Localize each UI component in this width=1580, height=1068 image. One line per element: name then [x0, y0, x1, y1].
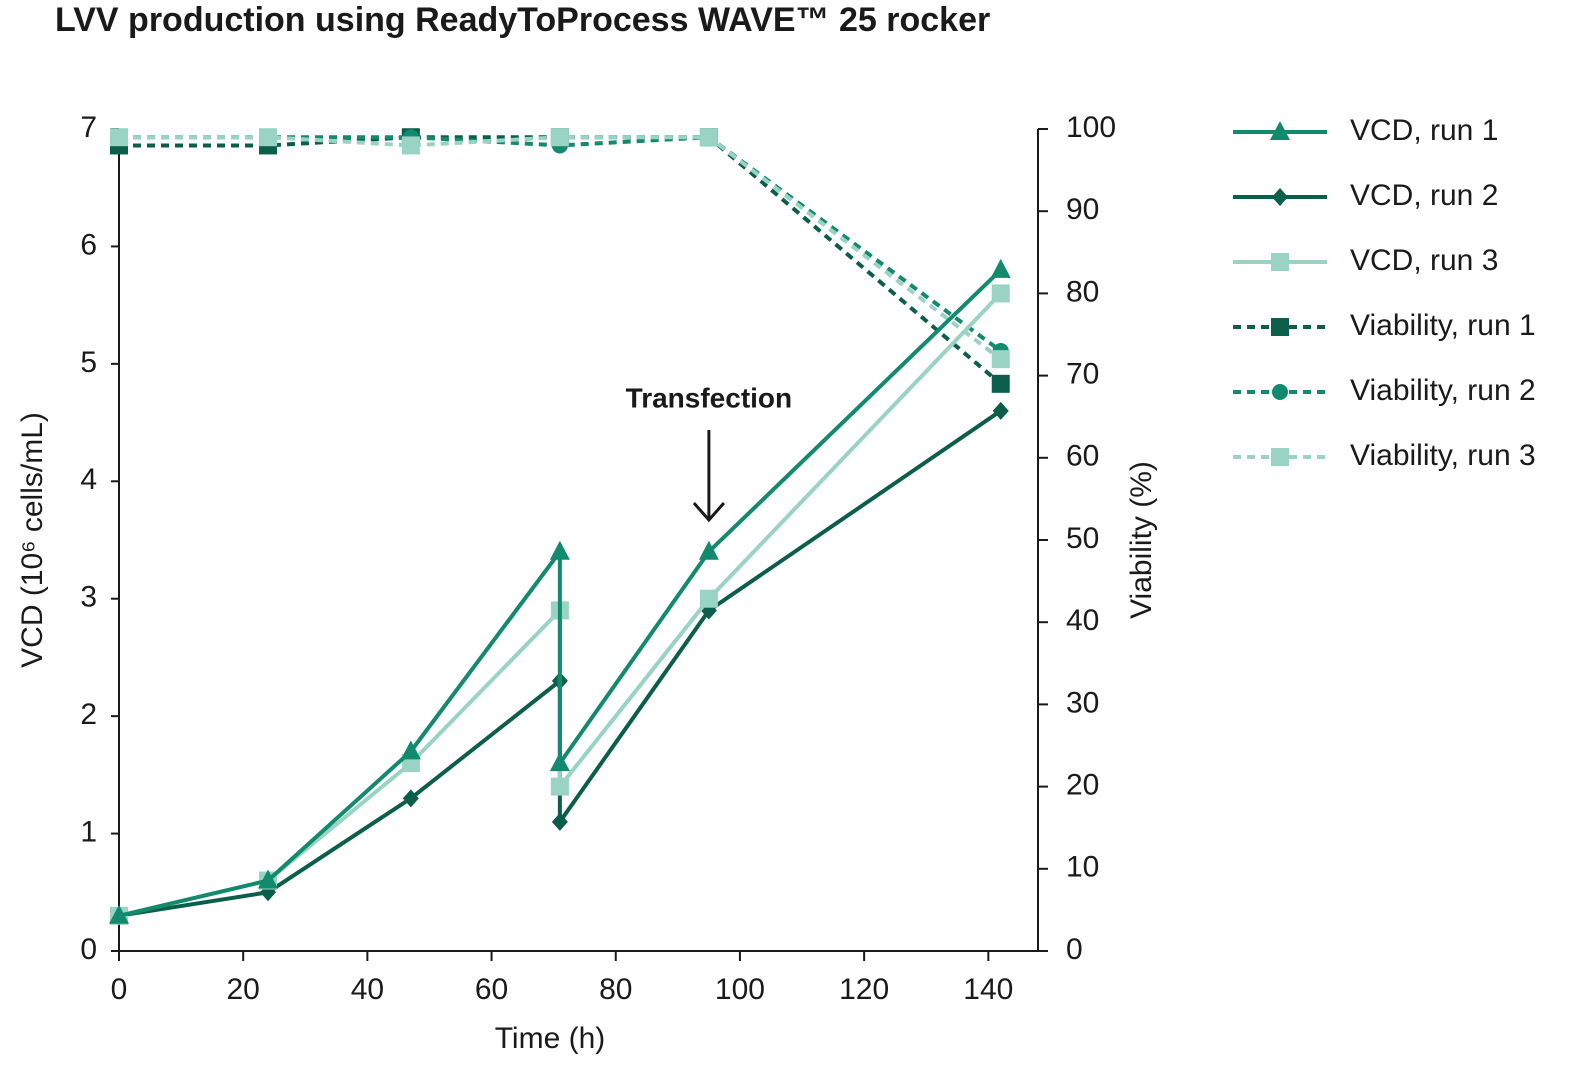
- legend-marker: [1271, 318, 1289, 336]
- y-tick-label: 7: [80, 111, 97, 144]
- series-line: [119, 135, 1002, 353]
- marker: [401, 136, 420, 155]
- y2-tick-label: 70: [1066, 358, 1099, 391]
- marker: [400, 740, 421, 760]
- marker: [110, 128, 128, 147]
- legend-label: Viability, run 2: [1350, 374, 1536, 407]
- marker: [259, 128, 278, 147]
- y2-tick-label: 50: [1066, 522, 1099, 555]
- y2-tick-label: 90: [1066, 193, 1099, 226]
- legend-label: VCD, run 2: [1350, 179, 1498, 212]
- marker: [991, 284, 1010, 303]
- series-line: [119, 135, 1003, 386]
- marker: [990, 258, 1011, 278]
- marker: [992, 401, 1009, 420]
- y2-tick-label: 10: [1066, 851, 1099, 884]
- legend-marker: [1270, 121, 1290, 140]
- marker: [258, 869, 279, 889]
- marker: [549, 752, 570, 772]
- y-tick-label: 6: [80, 228, 97, 261]
- legend-marker: [1272, 384, 1288, 400]
- marker: [550, 777, 569, 796]
- annotation: Transfection: [626, 382, 792, 413]
- y2-tick-label: 20: [1066, 769, 1099, 802]
- y2-tick-label: 100: [1066, 111, 1116, 144]
- y-tick-label: 1: [80, 815, 97, 848]
- marker: [991, 350, 1010, 369]
- marker: [699, 128, 718, 147]
- marker: [549, 540, 570, 560]
- y-tick-label: 2: [80, 698, 97, 731]
- y2-tick-label: 0: [1066, 933, 1083, 966]
- legend-marker: [1272, 188, 1288, 206]
- y2-tick-label: 60: [1066, 440, 1099, 473]
- marker: [109, 904, 129, 924]
- marker: [991, 374, 1010, 393]
- legend-marker: [1271, 253, 1289, 271]
- y-tick-label: 0: [80, 933, 97, 966]
- marker: [698, 540, 719, 560]
- x-tick-label: 60: [475, 973, 508, 1006]
- marker: [550, 128, 569, 147]
- x-tick-label: 0: [111, 973, 128, 1006]
- x-tick-label: 20: [227, 973, 260, 1006]
- y-axis-label: VCD (10⁶ cells/mL): [16, 412, 49, 668]
- marker: [699, 589, 718, 608]
- x-axis-label: Time (h): [495, 1022, 606, 1055]
- legend-label: VCD, run 1: [1350, 114, 1498, 147]
- x-tick-label: 40: [351, 973, 384, 1006]
- marker: [402, 789, 419, 808]
- y2-axis-label: Viability (%): [1125, 461, 1158, 619]
- y-tick-label: 4: [80, 463, 97, 496]
- x-tick-label: 80: [599, 973, 632, 1006]
- y-tick-label: 3: [80, 581, 97, 614]
- marker: [551, 812, 568, 831]
- legend-label: VCD, run 3: [1350, 244, 1498, 277]
- legend-label: Viability, run 1: [1350, 309, 1536, 342]
- y-tick-label: 5: [80, 346, 97, 379]
- legend-marker: [1271, 448, 1289, 466]
- y2-tick-label: 80: [1066, 275, 1099, 308]
- x-tick-label: 140: [963, 973, 1013, 1006]
- series-line: [119, 135, 1002, 361]
- annotation-arrowhead: [692, 502, 726, 523]
- legend-label: Viability, run 3: [1350, 439, 1536, 472]
- chart-title: LVV production using ReadyToProcess WAVE…: [55, 1, 990, 39]
- x-tick-label: 120: [839, 973, 889, 1006]
- x-tick-label: 100: [715, 973, 765, 1006]
- y2-tick-label: 30: [1066, 686, 1099, 719]
- y2-tick-label: 40: [1066, 604, 1099, 637]
